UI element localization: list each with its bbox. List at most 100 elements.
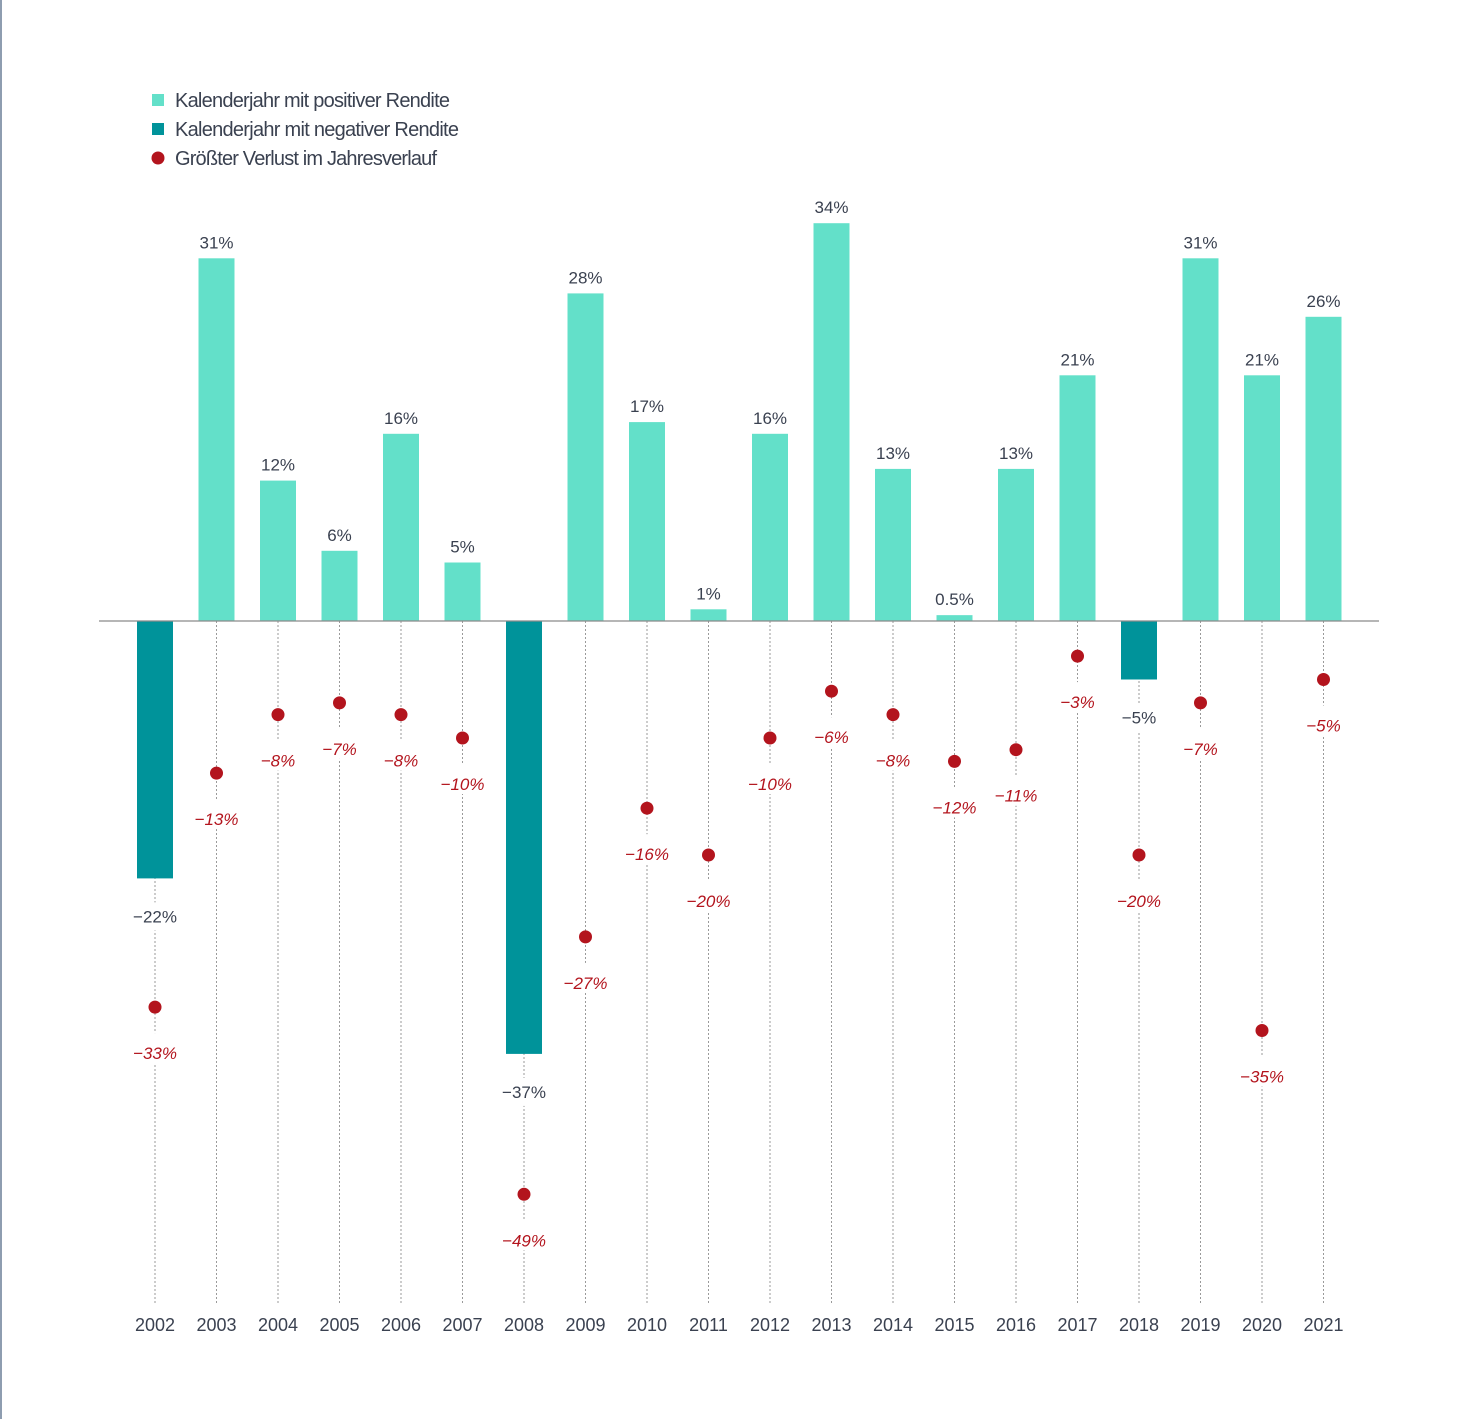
drawdown-label: −20% bbox=[1117, 892, 1161, 911]
drawdown-label: −8% bbox=[876, 752, 911, 771]
drawdown-label: −8% bbox=[384, 752, 419, 771]
bar-value-label: 16% bbox=[753, 409, 787, 428]
label-backing bbox=[682, 881, 735, 911]
label-backing bbox=[1236, 1056, 1288, 1087]
drawdown-label: −10% bbox=[441, 775, 485, 794]
label-backing bbox=[805, 717, 858, 748]
x-tick-label: 2002 bbox=[135, 1315, 175, 1335]
bar-value-label: −5% bbox=[1122, 709, 1157, 728]
bar-value-label: 13% bbox=[999, 444, 1033, 463]
drawdown-dot-2014 bbox=[886, 708, 900, 722]
bar-value-label: 5% bbox=[450, 538, 475, 557]
legend-label-negative: Kalenderjahr mit negativer Rendite bbox=[175, 119, 459, 141]
drawdown-label: −7% bbox=[1183, 740, 1218, 759]
bar-2018 bbox=[1121, 621, 1157, 680]
label-backing bbox=[498, 1220, 550, 1251]
drawdown-dot-2003 bbox=[210, 766, 223, 780]
bar-2004 bbox=[260, 480, 296, 621]
drawdown-dot-2007 bbox=[456, 731, 469, 745]
label-backing bbox=[375, 740, 427, 771]
drawdown-label: −13% bbox=[195, 810, 239, 829]
x-tick-label: 2004 bbox=[258, 1315, 298, 1335]
drawdown-label: −7% bbox=[322, 740, 357, 759]
label-backing bbox=[436, 764, 489, 794]
bar-2002 bbox=[137, 621, 173, 879]
drawdown-dot-2006 bbox=[394, 708, 408, 722]
bar-2006 bbox=[383, 433, 419, 621]
x-tick-label: 2017 bbox=[1057, 1315, 1097, 1335]
left-border bbox=[0, 0, 2, 1419]
bar-value-label: 21% bbox=[1245, 350, 1279, 369]
drawdown-dot-2013 bbox=[825, 684, 838, 698]
drawdown-dot-2004 bbox=[271, 708, 285, 722]
label-backing bbox=[1113, 881, 1165, 911]
legend-swatch-drawdown bbox=[151, 151, 165, 165]
x-tick-label: 2018 bbox=[1119, 1315, 1159, 1335]
drawdown-dot-2005 bbox=[333, 696, 346, 710]
bar-value-label: 16% bbox=[384, 409, 418, 428]
label-backing bbox=[129, 902, 181, 931]
bar-value-label: 13% bbox=[876, 444, 910, 463]
drawdown-label: −20% bbox=[687, 892, 731, 911]
bar-2005 bbox=[321, 550, 358, 621]
label-backing bbox=[867, 740, 919, 771]
x-tick-label: 2015 bbox=[934, 1315, 974, 1335]
bar-2017 bbox=[1059, 375, 1096, 621]
drawdown-dot-2009 bbox=[579, 930, 592, 944]
legend-label-drawdown: Größter Verlust im Jahresverlauf bbox=[175, 148, 437, 170]
bar-2020 bbox=[1244, 375, 1280, 621]
x-tick-label: 2010 bbox=[627, 1315, 667, 1335]
label-backing bbox=[928, 787, 981, 818]
legend-swatch-positive bbox=[152, 94, 164, 106]
drawdown-label: −3% bbox=[1060, 693, 1095, 712]
x-tick-label: 2016 bbox=[996, 1315, 1036, 1335]
drawdown-label: −11% bbox=[995, 787, 1038, 806]
drawdown-label: −6% bbox=[814, 728, 849, 747]
label-backing bbox=[1051, 682, 1104, 713]
bar-value-label: 6% bbox=[327, 526, 352, 545]
bar-value-label: 34% bbox=[814, 198, 848, 217]
x-tick-label: 2005 bbox=[319, 1315, 359, 1335]
bar-value-label: 0.5% bbox=[935, 590, 974, 609]
bar-2007 bbox=[444, 562, 481, 621]
x-tick-label: 2007 bbox=[442, 1315, 482, 1335]
drawdown-label: −5% bbox=[1306, 717, 1341, 736]
legend: Kalenderjahr mit positiver Rendite Kalen… bbox=[151, 90, 459, 170]
label-backing bbox=[498, 1077, 550, 1106]
drawdown-dot-2019 bbox=[1194, 696, 1207, 710]
drawdown-dot-2016 bbox=[1009, 743, 1023, 757]
label-backing bbox=[621, 834, 673, 865]
label-backing bbox=[1113, 703, 1165, 732]
drawdown-dot-2010 bbox=[640, 801, 654, 815]
bar-2019 bbox=[1182, 258, 1219, 621]
drawdown-dot-2012 bbox=[763, 731, 777, 745]
label-backing bbox=[1174, 728, 1227, 759]
x-tick-label: 2021 bbox=[1303, 1315, 1343, 1335]
bar-value-label: 28% bbox=[568, 268, 602, 287]
bar-2016 bbox=[998, 468, 1034, 621]
legend-swatch-negative bbox=[152, 123, 164, 135]
bar-value-label: 31% bbox=[1183, 233, 1217, 252]
x-tick-label: 2011 bbox=[689, 1315, 728, 1335]
label-backing bbox=[313, 728, 366, 759]
drawdown-label: −35% bbox=[1240, 1068, 1284, 1087]
label-backing bbox=[252, 740, 304, 771]
label-backing bbox=[990, 775, 1042, 806]
drawdown-label: −12% bbox=[933, 798, 977, 817]
bar-2021 bbox=[1305, 316, 1342, 621]
label-backing bbox=[129, 1033, 181, 1064]
drawdown-dot-2002 bbox=[148, 1000, 162, 1014]
label-backing bbox=[744, 764, 796, 794]
drawdown-label: −27% bbox=[564, 974, 608, 993]
bar-2008 bbox=[506, 621, 542, 1054]
x-tick-label: 2009 bbox=[565, 1315, 605, 1335]
legend-label-positive: Kalenderjahr mit positiver Rendite bbox=[175, 90, 450, 112]
bar-2012 bbox=[752, 433, 788, 621]
bar-2009 bbox=[567, 293, 604, 621]
drawdown-dot-2021 bbox=[1317, 673, 1330, 686]
drawdown-dot-2011 bbox=[702, 848, 715, 862]
bar-value-label: 12% bbox=[261, 456, 295, 475]
bar-2010 bbox=[629, 422, 665, 621]
drawdown-dot-2015 bbox=[948, 754, 961, 768]
bar-2014 bbox=[875, 468, 911, 621]
